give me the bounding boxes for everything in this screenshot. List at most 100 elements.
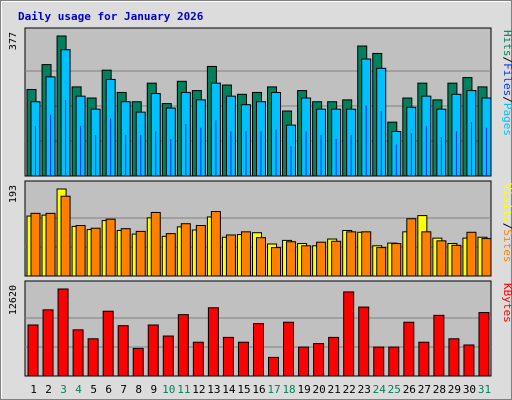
- bar-kbytes-day-23: [358, 306, 370, 377]
- x-tick-day-26: 26: [403, 383, 416, 396]
- bar-pages-day-10: [170, 138, 172, 176]
- bar-kbytes-day-11: [177, 314, 189, 377]
- chart-panels: 377Hits/Files/Pages193Visits/Sites12620K…: [8, 27, 512, 377]
- x-tick-day-27: 27: [418, 383, 431, 396]
- bar-kbytes-day-2: [42, 309, 54, 377]
- bar-pages-day-21: [335, 138, 337, 176]
- x-tick-day-10: 10: [162, 383, 175, 396]
- bar-pages-day-15: [245, 131, 247, 176]
- bar-kbytes-day-13: [207, 307, 219, 377]
- bar-kbytes-day-14: [222, 336, 234, 377]
- panel-kbytes: 12620 KBytes: [8, 280, 512, 377]
- bar-sites-day-1: [30, 212, 41, 277]
- legend-entry-hits: Hits: [501, 30, 512, 57]
- bar-sites-day-8: [135, 230, 146, 277]
- bar-sites-day-20: [316, 241, 327, 277]
- bar-sites-day-28: [436, 240, 447, 277]
- bar-sites-day-15: [240, 231, 251, 277]
- legend-entry-sites: Sites: [501, 229, 512, 262]
- bar-kbytes-day-18: [283, 321, 295, 377]
- x-tick-day-15: 15: [237, 383, 250, 396]
- bar-kbytes-day-16: [252, 323, 264, 377]
- bar-pages-day-25: [395, 144, 397, 176]
- bar-sites-day-3: [60, 195, 71, 277]
- bar-pages-day-31: [485, 127, 487, 176]
- bar-kbytes-day-31: [478, 312, 490, 377]
- bar-pages-day-28: [440, 137, 442, 176]
- bar-pages-day-9: [155, 131, 157, 176]
- axis-max-label-hits-files-pages: 377: [8, 32, 19, 50]
- bar-kbytes-day-5: [87, 338, 99, 377]
- bar-pages-day-23: [365, 105, 367, 176]
- bar-kbytes-day-27: [418, 341, 430, 377]
- bar-pages-day-29: [455, 131, 457, 176]
- bar-pages-day-17: [275, 129, 277, 176]
- legend-separator: /: [501, 57, 512, 64]
- bar-pages-day-3: [65, 99, 67, 176]
- x-tick-day-7: 7: [120, 383, 127, 396]
- panel-visits-sites: 193 Visits/Sites: [8, 180, 512, 277]
- bar-pages-day-8: [140, 135, 142, 176]
- bar-kbytes-day-3: [57, 288, 69, 377]
- bar-sites-day-16: [255, 237, 266, 277]
- bar-sites-day-26: [406, 218, 417, 277]
- bar-kbytes-day-17: [268, 356, 280, 377]
- bar-kbytes-day-30: [463, 344, 475, 377]
- bar-sites-day-27: [421, 231, 432, 277]
- x-tick-day-2: 2: [45, 383, 52, 396]
- bar-sites-day-7: [120, 228, 131, 277]
- bar-pages-day-22: [350, 135, 352, 176]
- bar-pages-day-6: [110, 118, 112, 176]
- bar-pages-day-30: [470, 122, 472, 176]
- x-tick-day-29: 29: [448, 383, 461, 396]
- bar-kbytes-day-12: [192, 341, 204, 377]
- bar-sites-day-18: [286, 241, 297, 277]
- bar-sites-day-25: [391, 243, 402, 277]
- bar-sites-day-5: [90, 227, 101, 277]
- bar-pages-day-5: [95, 135, 97, 176]
- x-tick-day-8: 8: [135, 383, 142, 396]
- bar-kbytes-day-8: [132, 347, 144, 377]
- bar-kbytes-day-19: [298, 346, 310, 377]
- bar-pages-day-20: [320, 135, 322, 176]
- x-axis-tick-labels: 1 2 3 4 5 6 7 8 9 10 11 12 13 14 15 16 17 18 19 20 21 22 23 24 2…: [30, 383, 491, 396]
- legend-entry-pages: Pages: [501, 103, 512, 136]
- x-tick-day-23: 23: [358, 383, 371, 396]
- x-tick-day-17: 17: [267, 383, 280, 396]
- x-tick-day-13: 13: [207, 383, 220, 396]
- bar-sites-day-29: [451, 244, 462, 277]
- bar-sites-day-23: [361, 231, 372, 277]
- bar-kbytes-day-10: [162, 335, 174, 377]
- bar-sites-day-19: [301, 245, 312, 277]
- x-tick-day-12: 12: [192, 383, 205, 396]
- bar-sites-day-6: [105, 218, 116, 277]
- bar-pages-day-14: [230, 131, 232, 176]
- legend-visits-sites: Visits/Sites: [501, 183, 512, 263]
- bar-pages-day-18: [290, 146, 292, 176]
- bar-sites-day-4: [75, 225, 86, 277]
- bar-pages-day-12: [200, 127, 202, 176]
- x-tick-day-6: 6: [105, 383, 112, 396]
- axis-max-label-visits-sites: 193: [8, 185, 19, 203]
- bar-pages-day-19: [305, 131, 307, 176]
- bar-kbytes-day-20: [313, 343, 325, 377]
- bar-sites-day-17: [271, 247, 282, 277]
- bar-pages-day-13: [215, 120, 217, 176]
- x-tick-day-25: 25: [388, 383, 401, 396]
- x-tick-day-1: 1: [30, 383, 37, 396]
- x-tick-day-19: 19: [297, 383, 310, 396]
- x-tick-day-16: 16: [252, 383, 265, 396]
- legend-separator: /: [501, 223, 512, 230]
- bar-sites-day-2: [45, 212, 56, 277]
- x-tick-day-21: 21: [328, 383, 341, 396]
- bar-pages-day-11: [185, 124, 187, 176]
- bar-sites-day-31: [481, 238, 492, 277]
- bar-pages-day-2: [50, 114, 52, 176]
- bar-kbytes-day-28: [433, 314, 445, 377]
- bar-kbytes-day-15: [237, 341, 249, 377]
- legend-kbytes: KBytes: [501, 283, 512, 323]
- x-tick-day-14: 14: [222, 383, 236, 396]
- x-tick-day-5: 5: [90, 383, 97, 396]
